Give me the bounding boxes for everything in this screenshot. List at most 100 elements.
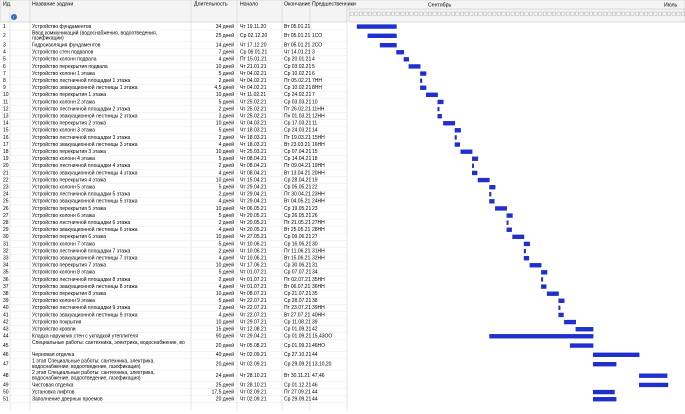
task-predecessors: 47,46 <box>312 373 325 379</box>
task-id: 19 <box>3 156 9 162</box>
task-duration: 5 дней <box>219 127 235 134</box>
timeline-day <box>382 11 386 16</box>
timeline-day <box>474 11 478 16</box>
timeline-day <box>363 11 368 16</box>
task-duration: 10 дней <box>216 205 234 212</box>
task-bar <box>639 373 668 378</box>
timeline-day <box>405 11 409 16</box>
task-start: Чт 20.05.21 <box>240 213 267 219</box>
task-bar <box>454 128 461 133</box>
task-id: 47 <box>3 361 9 367</box>
task-name: Чистовая отделка <box>32 382 74 388</box>
task-name: водоснабжение, водоотведение, газофикаци… <box>32 375 141 381</box>
task-bar <box>367 33 397 38</box>
timeline-day <box>432 11 437 16</box>
task-predecessors: 23 <box>312 206 318 212</box>
task-name: Устройство колонн 4 этажа <box>32 155 95 162</box>
task-duration: 10 дней <box>216 262 234 269</box>
task-predecessors: 1СО <box>312 33 322 39</box>
column-header: Начало <box>240 1 258 7</box>
task-start: Чт 04.02.21 <box>240 85 267 91</box>
task-duration: 5 дней <box>219 70 235 77</box>
timeline-day <box>354 11 359 16</box>
task-predecessors: 26 <box>312 213 318 219</box>
task-id: 15 <box>3 128 9 134</box>
task-duration: 5 дней <box>219 240 235 247</box>
task-name: Устройство колонн 2 этажа <box>32 98 95 105</box>
timeline-day <box>464 11 469 16</box>
task-end: Ср 29.09.21 <box>284 396 311 402</box>
task-start: Чт 06.05.21 <box>240 206 267 212</box>
timeline-day <box>589 11 593 16</box>
task-start: Чт 29.04.21 <box>240 192 267 198</box>
task-end: Ср 11.08.21 <box>284 319 311 325</box>
task-id: 45 <box>3 343 9 349</box>
task-bar <box>356 24 397 29</box>
task-bar <box>592 352 640 358</box>
timeline-day <box>584 11 589 16</box>
task-start: Чт 10.06.21 <box>240 248 267 254</box>
task-start: Чт 22.07.21 <box>240 305 267 311</box>
task-start: Чт 25.03.21 <box>240 149 267 155</box>
task-end: Ср 29.09.21 <box>284 361 311 367</box>
task-start: Чт 08.04.21 <box>240 163 267 169</box>
task-name: Устройство эвакуационной лестницы 1 этаж… <box>32 84 138 91</box>
task-name: Устройство эвакуационной лестницы 8 этаж… <box>32 283 138 290</box>
task-predecessors: 32НН <box>312 255 325 261</box>
timeline-day <box>593 11 598 16</box>
task-predecessors: 46 <box>312 382 318 388</box>
timeline-day <box>501 11 506 16</box>
task-end: Ср 17.03.21 <box>284 121 311 127</box>
task-bar <box>472 163 474 169</box>
task-predecessors: 30 <box>312 241 318 247</box>
task-id: 34 <box>3 263 9 269</box>
task-duration: 5 дней <box>219 269 235 276</box>
task-name: Устройство лестничной площадки 3 этажа <box>32 134 131 141</box>
task-bar <box>541 270 548 275</box>
task-duration: 2 дней <box>219 162 235 169</box>
task-end: Ср 01.09.21 <box>284 343 311 349</box>
task-name: Устройство покрытия <box>32 318 82 325</box>
task-id: 51 <box>3 396 9 402</box>
task-start: Чт 28.10.21 <box>240 382 267 388</box>
timeline-day <box>612 11 616 16</box>
task-predecessors: 15НН <box>312 135 325 141</box>
task-duration: 3 дней <box>219 112 235 119</box>
task-end: Ср 01.09.21 <box>284 326 311 332</box>
task-duration: 14 дней <box>216 41 234 48</box>
info-icon-glyph: i <box>13 14 14 19</box>
task-start: Чт 02.09.21 <box>240 361 267 367</box>
task-end: Пт 05.02.21 <box>284 78 311 84</box>
task-duration: 4 дней <box>219 56 235 63</box>
task-duration: 34 дней <box>216 23 234 30</box>
task-id: 48 <box>3 373 9 379</box>
task-bar <box>420 78 423 83</box>
task-predecessors: 35 <box>312 291 318 297</box>
timeline-day <box>455 11 460 16</box>
task-bar <box>425 92 438 97</box>
task-bar <box>420 71 427 76</box>
task-start: Чт 18.03.21 <box>240 135 267 141</box>
timeline-day <box>451 11 455 16</box>
timeline-day <box>441 11 446 16</box>
task-duration: 20 дней <box>216 342 234 349</box>
task-name: Устройство перекрытия подвала <box>32 63 108 70</box>
timeline-day <box>409 11 414 16</box>
timeline-day <box>510 11 515 16</box>
task-start: Чт 01.07.21 <box>240 277 267 283</box>
task-predecessors: 13,10,20 <box>312 361 332 367</box>
task-bar <box>506 227 512 232</box>
task-predecessors: 23НН <box>312 192 325 198</box>
task-name: Устройство перекрытия 5 этажа <box>32 205 106 212</box>
task-name: Установка лифтов <box>32 389 75 395</box>
task-name: Устройство колонн подвала <box>32 56 97 63</box>
task-name: Устройство лестничной площадки 5 этажа <box>32 191 131 198</box>
task-duration: 10 дней <box>216 63 234 70</box>
task-bar <box>472 170 478 176</box>
column-header: Длительность <box>194 1 228 7</box>
task-start: Чт 22.07.21 <box>240 312 267 318</box>
task-start: Чт 29.04.21 <box>240 184 267 190</box>
task-predecessors: 44 <box>312 396 318 402</box>
timeline-day <box>506 11 510 16</box>
task-id: 20 <box>3 163 9 169</box>
